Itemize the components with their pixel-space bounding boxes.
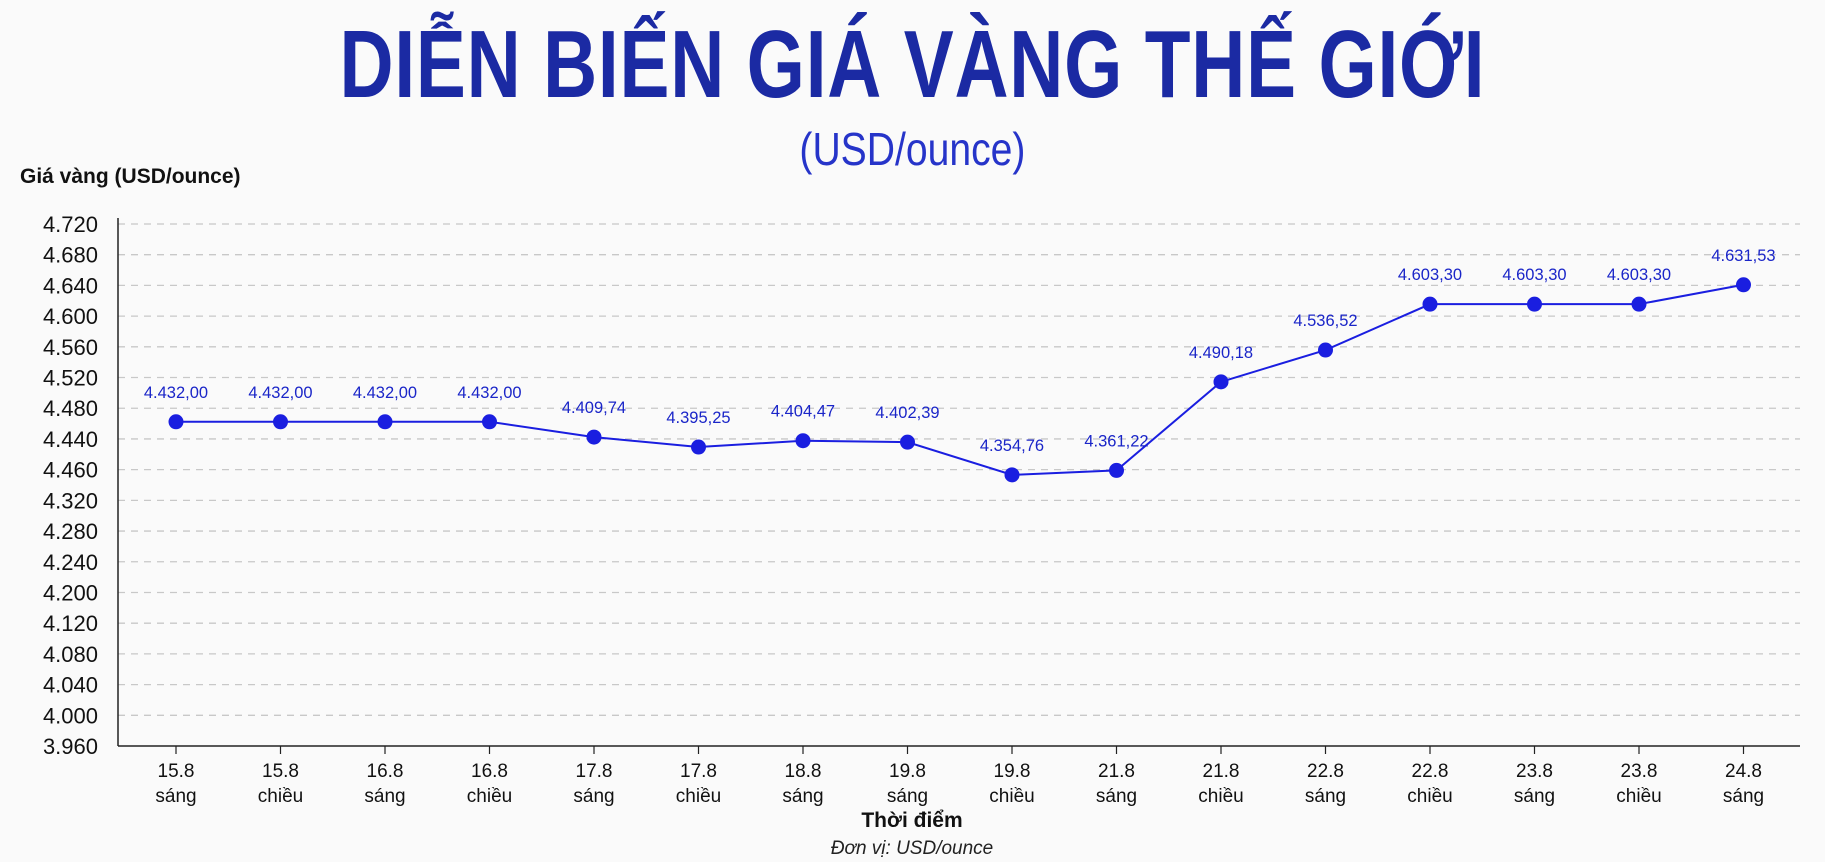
y-tick-label: 4.120 [43,611,98,636]
data-label: 4.490,18 [1189,344,1253,362]
x-tick-sublabel: chiều [258,786,303,807]
x-tick-label: 22.8 [1412,761,1449,782]
data-point [795,433,811,449]
data-point [1109,462,1124,478]
chart-title: DIỄN BIẾN GIÁ VÀNG THẾ GIỚI [339,11,1486,118]
x-tick-sublabel: sáng [1096,786,1137,807]
x-tick-label: 24.8 [1725,761,1762,782]
x-tick-label: 16.8 [367,761,404,782]
x-tick-label: 18.8 [785,761,822,782]
x-tick-sublabel: sáng [155,786,196,807]
x-tick-label: 23.8 [1516,761,1553,782]
data-label: 4.354,76 [980,437,1044,455]
y-tick-label: 4.720 [43,212,98,237]
y-tick-label: 4.460 [43,458,98,483]
data-point [482,414,497,430]
x-tick-label: 17.8 [680,761,717,782]
x-tick-sublabel: sáng [1514,786,1555,807]
data-label: 4.402,39 [875,404,939,422]
x-tick-sublabel: chiều [467,786,512,807]
data-point [1736,277,1751,293]
x-tick-label: 23.8 [1621,761,1658,782]
x-tick-sublabel: chiều [1407,786,1452,807]
y-tick-label: 4.680 [43,243,98,268]
data-label: 4.536,52 [1293,312,1357,330]
x-tick-label: 19.8 [889,761,926,782]
data-label: 4.404,47 [771,403,835,421]
data-point [273,414,288,430]
data-points [168,277,1751,483]
x-tick-sublabel: chiều [1616,786,1661,807]
x-tick-label: 15.8 [262,761,299,782]
y-axis-title: Giá vàng (USD/ounce) [20,165,241,188]
data-point [1422,296,1438,312]
y-tick-label: 4.440 [43,427,98,452]
data-label: 4.432,00 [457,384,521,402]
y-tick-label: 4.560 [43,335,98,360]
x-tick-sublabel: sáng [364,786,405,807]
y-tick-label: 4.200 [43,580,98,605]
data-label: 4.603,30 [1398,266,1462,284]
data-label: 4.603,30 [1607,266,1671,284]
data-label: 4.631,53 [1711,247,1775,265]
x-tick-sublabel: sáng [887,786,928,807]
y-tick-label: 4.040 [43,673,98,698]
data-labels: 4.432,00 4.432,00 4.432,00 4.432,00 4.409,74… [144,247,1776,455]
x-tick-label: 21.8 [1203,761,1240,782]
y-tick-label: 4.520 [43,366,98,391]
data-point [377,414,393,430]
data-label: 4.409,74 [562,399,626,417]
series-line [176,283,1744,476]
x-tick-sublabel: chiều [676,786,721,807]
data-point [1213,374,1229,390]
x-tick-sublabel: chiều [989,786,1034,807]
y-tick-label: 4.320 [43,488,98,513]
data-point [586,429,602,445]
data-point [900,434,915,450]
x-tick-sublabel: sáng [1723,786,1764,807]
x-tick-label: 21.8 [1098,761,1135,782]
x-tick-label: 16.8 [471,761,508,782]
chart-subtitle: (USD/ounce) [799,123,1026,175]
data-label: 4.432,00 [144,384,208,402]
x-tick-label: 19.8 [994,761,1031,782]
x-axis-title: Thời điểm [861,809,962,832]
data-point [1004,467,1020,483]
y-tick-label: 4.600 [43,304,98,329]
y-tick-label: 4.640 [43,273,98,298]
data-point [691,439,706,455]
data-label: 4.603,30 [1502,266,1566,284]
grid-lines [118,223,1800,716]
x-tick-label: 22.8 [1307,761,1344,782]
y-tick-label: 4.080 [43,642,98,667]
x-tick-label: 17.8 [576,761,613,782]
data-point [1631,296,1647,312]
y-tick-label: 4.240 [43,550,98,575]
unit-note: Đơn vị: USD/ounce [831,838,994,859]
data-point [168,414,184,430]
y-tick-label: 4.280 [43,519,98,544]
x-tick-sublabel: sáng [1305,786,1346,807]
x-tick-sublabel: chiều [1198,786,1243,807]
data-point [1318,342,1333,358]
x-tick-label: 15.8 [158,761,195,782]
data-label: 4.395,25 [666,409,730,427]
data-point [1527,296,1542,312]
y-tick-label: 4.000 [43,703,98,728]
y-tick-label: 4.480 [43,396,98,421]
data-label: 4.361,22 [1084,432,1148,450]
data-label: 4.432,00 [248,384,312,402]
y-tick-label: 3.960 [43,734,98,759]
data-label: 4.432,00 [353,384,417,402]
axes [117,218,1800,754]
x-tick-labels: 15.8 sáng 15.8 chiều 16.8 sáng 16.8 chiều 17.8 sá… [155,761,1764,807]
y-tick-labels: 4.720 4.680 4.640 4.600 4.560 4.520 4.480 4.440… [43,212,98,759]
x-tick-sublabel: sáng [573,786,614,807]
x-tick-sublabel: sáng [782,786,823,807]
